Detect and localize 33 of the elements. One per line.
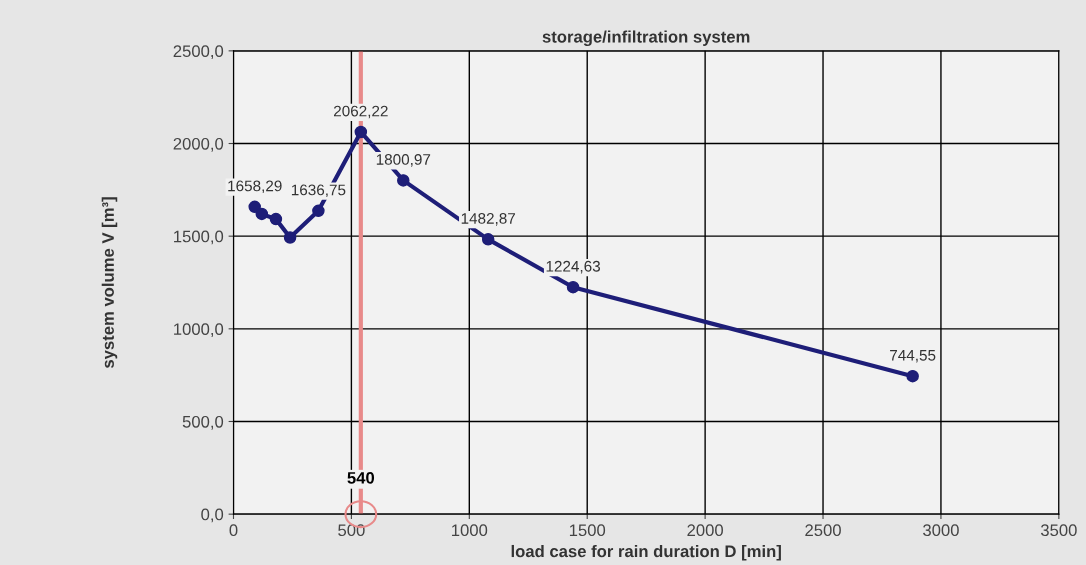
data-label: 1658,29 (228, 180, 282, 194)
x-tick-label: 1000 (452, 524, 488, 537)
x-axis-title: load case for rain duration D [min] (511, 544, 781, 561)
x-tick-label: 0 (229, 524, 238, 537)
y-tick-label: 1500,0 (174, 230, 224, 245)
point (906, 369, 919, 383)
point (255, 207, 269, 221)
y-axis-title: system volume V [m³] (101, 197, 118, 369)
data-label: 1224,63 (546, 260, 601, 274)
data-label: 1800,97 (376, 154, 431, 167)
x-tick-label: 2000 (687, 524, 724, 537)
data-label: 744,55 (890, 349, 936, 363)
y-tick-label: 1000,0 (174, 323, 224, 337)
x-tick-label: 2500 (805, 524, 841, 537)
point (566, 280, 580, 294)
data-label: 2062,22 (333, 105, 388, 119)
data-label: 1482,87 (461, 213, 516, 226)
point (354, 125, 368, 139)
y-tick-label: 2000,0 (173, 137, 224, 152)
point (269, 212, 283, 226)
x-tick-label: 1500 (569, 524, 606, 537)
chart-title: storage/infiltration system (542, 30, 750, 47)
annotation: 540 (347, 471, 375, 484)
y-tick-label: 2500,0 (173, 45, 224, 60)
point (481, 233, 495, 246)
point (397, 174, 410, 187)
x-tick-label: 3000 (923, 524, 959, 537)
data-label: 1636,75 (291, 184, 346, 198)
y-tick-label: 0,0 (201, 508, 224, 523)
x-tick-label: 3500 (1040, 524, 1077, 537)
point (283, 231, 297, 244)
point (312, 204, 325, 218)
y-tick-label: 500,0 (182, 415, 224, 430)
